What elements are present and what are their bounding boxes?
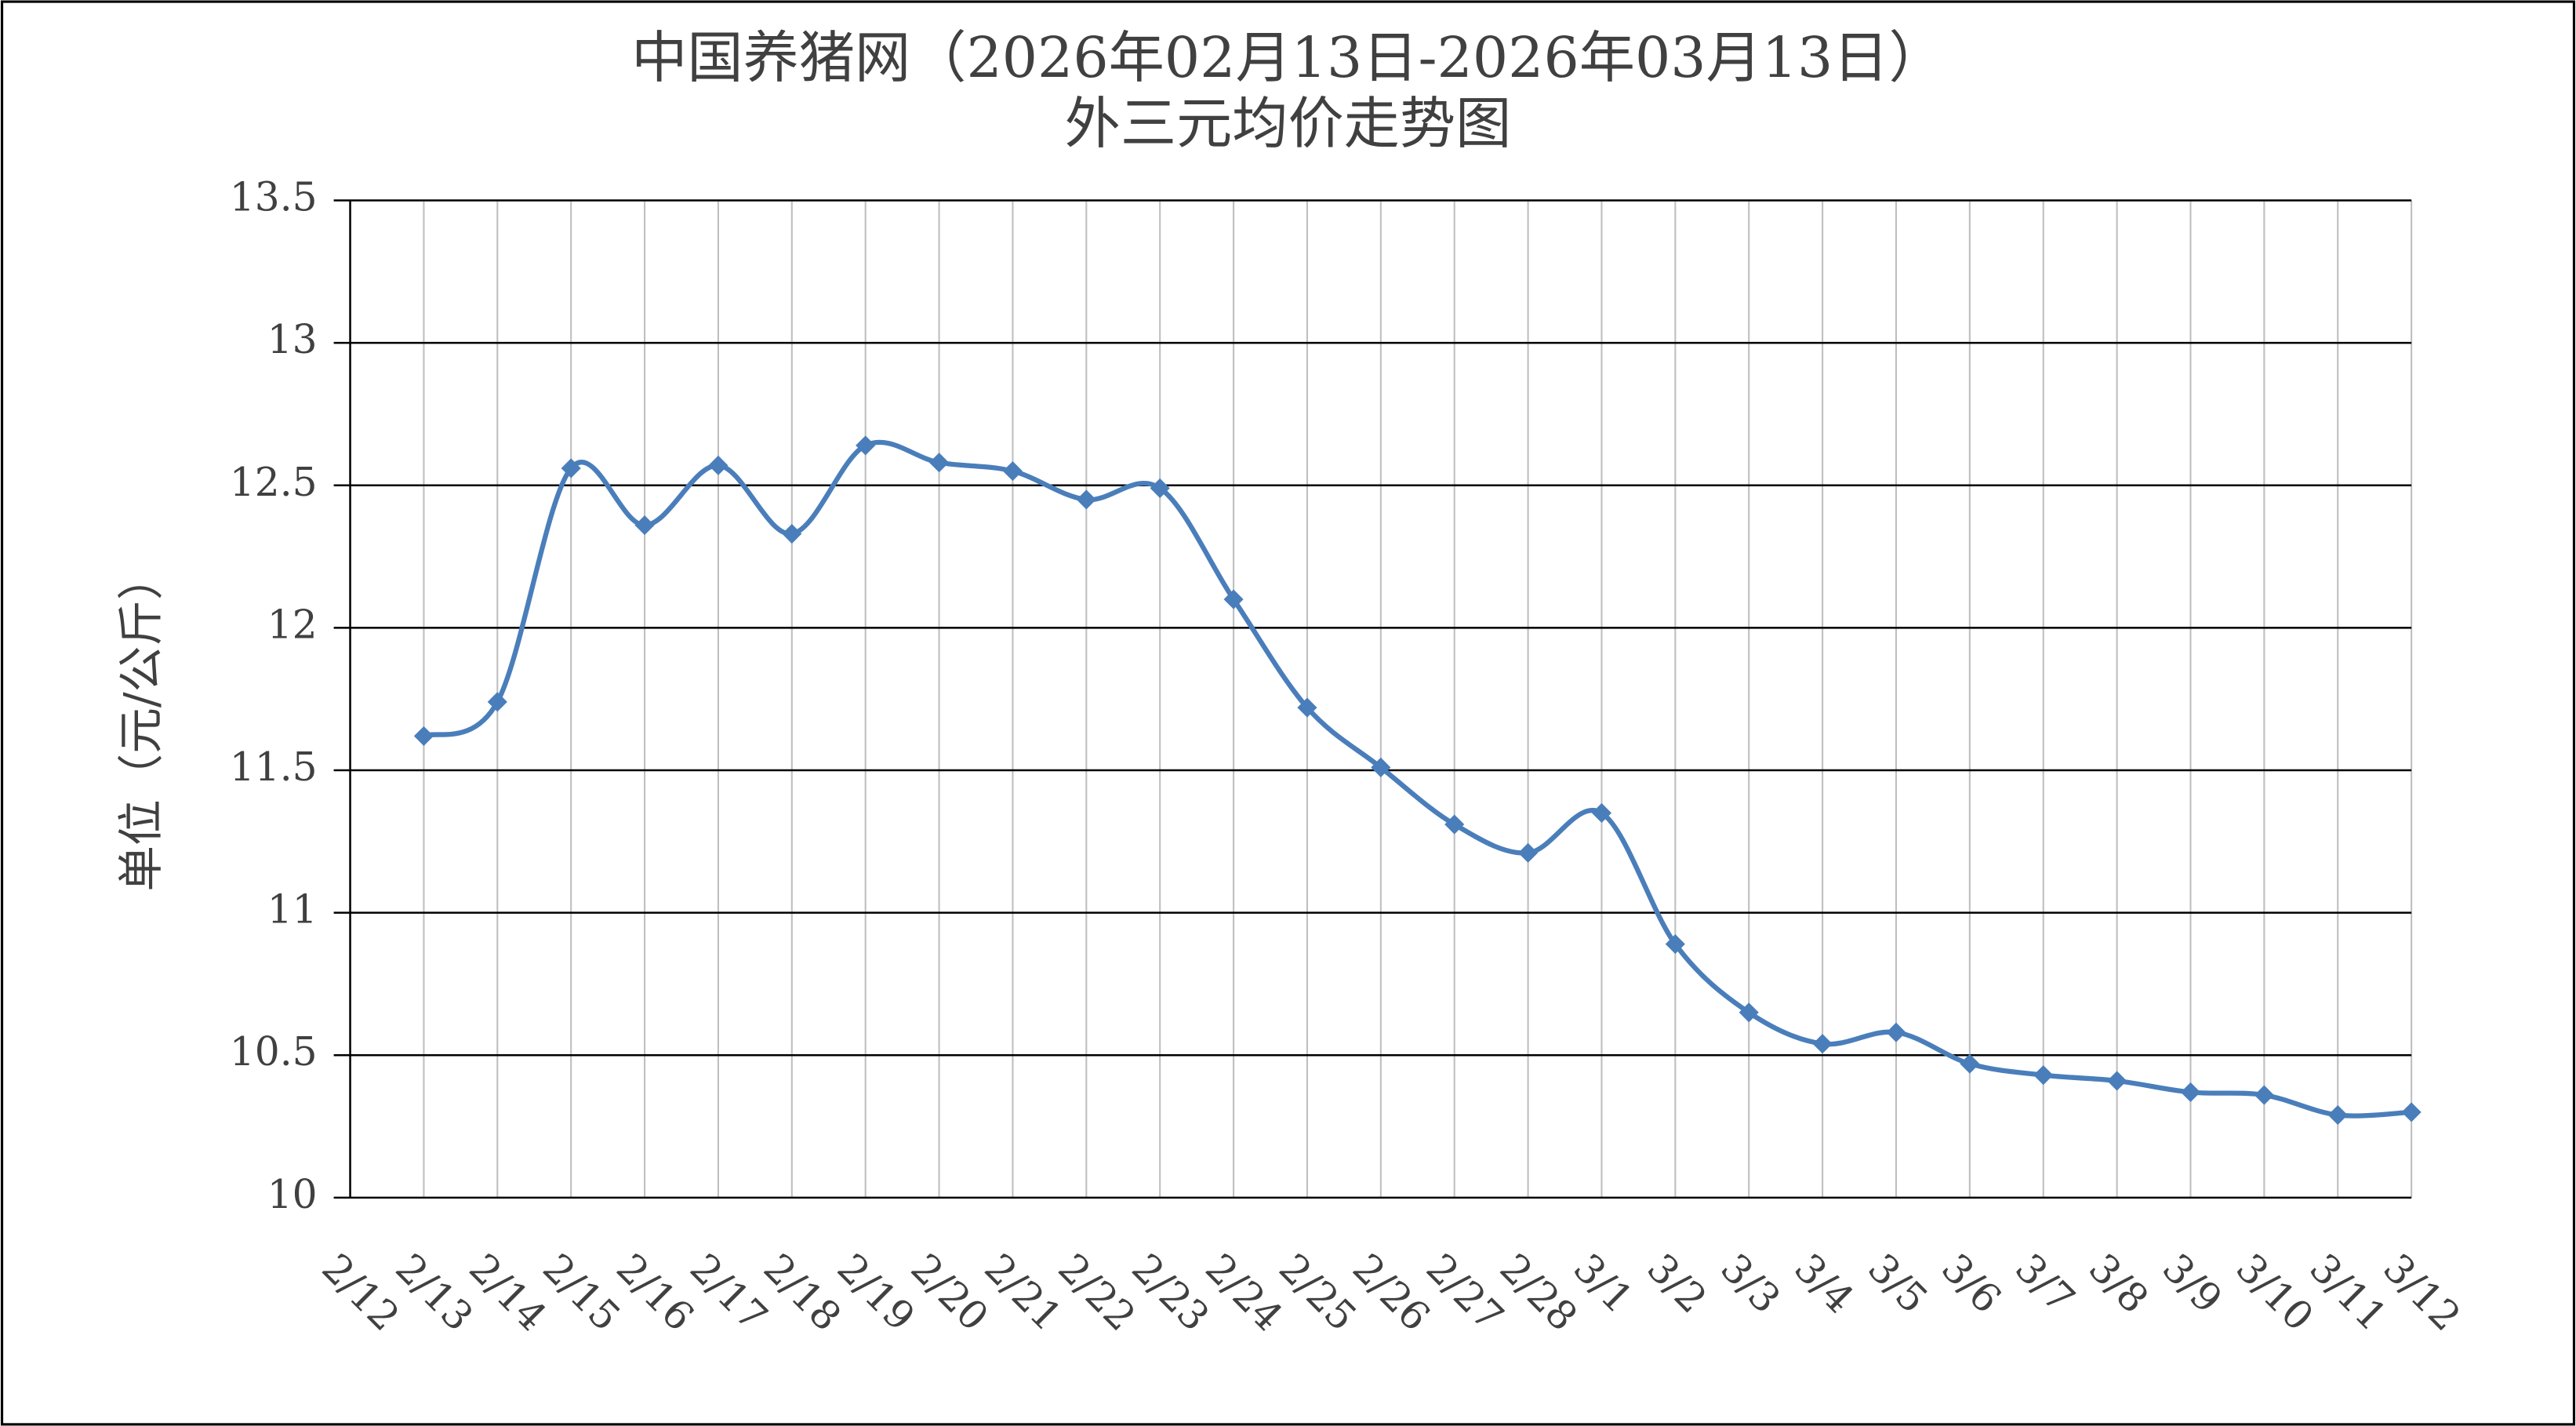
data-point — [856, 435, 876, 456]
y-axis-label: 单位（元/公斤） — [114, 554, 168, 891]
data-point — [1591, 802, 1612, 824]
chart-title: 中国养猪网（2026年02月13日-2026年03月13日） — [631, 25, 1945, 90]
data-point — [2254, 1085, 2274, 1105]
y-tick-label: 12 — [267, 601, 318, 647]
data-point — [1739, 1002, 1759, 1023]
data-point — [1960, 1053, 1980, 1074]
data-point — [413, 726, 434, 746]
y-tick-label: 12.5 — [230, 459, 318, 505]
data-point — [1297, 697, 1317, 718]
y-tick-label: 11 — [267, 886, 318, 933]
chart-subtitle: 外三元均价走势图 — [1065, 91, 1512, 156]
data-point — [1518, 842, 1539, 863]
data-point — [1812, 1034, 1833, 1054]
data-point — [708, 455, 728, 475]
data-point — [2180, 1082, 2201, 1103]
y-tick-label: 13 — [267, 316, 318, 362]
data-point — [1444, 814, 1465, 835]
data-point — [2401, 1102, 2422, 1122]
data-point — [561, 458, 581, 478]
y-tick-label: 10.5 — [230, 1028, 318, 1075]
data-point — [1886, 1022, 1906, 1042]
data-point — [2327, 1104, 2348, 1126]
y-tick-label: 11.5 — [230, 744, 318, 790]
data-point — [1223, 589, 1244, 609]
data-point — [1371, 757, 1391, 777]
data-point — [2033, 1065, 2054, 1086]
data-point — [782, 523, 802, 544]
data-point — [1150, 478, 1170, 498]
data-point — [1665, 934, 1685, 955]
y-tick-label: 10 — [267, 1171, 318, 1217]
data-point — [2107, 1071, 2127, 1091]
y-tick-label: 13.5 — [230, 174, 318, 220]
